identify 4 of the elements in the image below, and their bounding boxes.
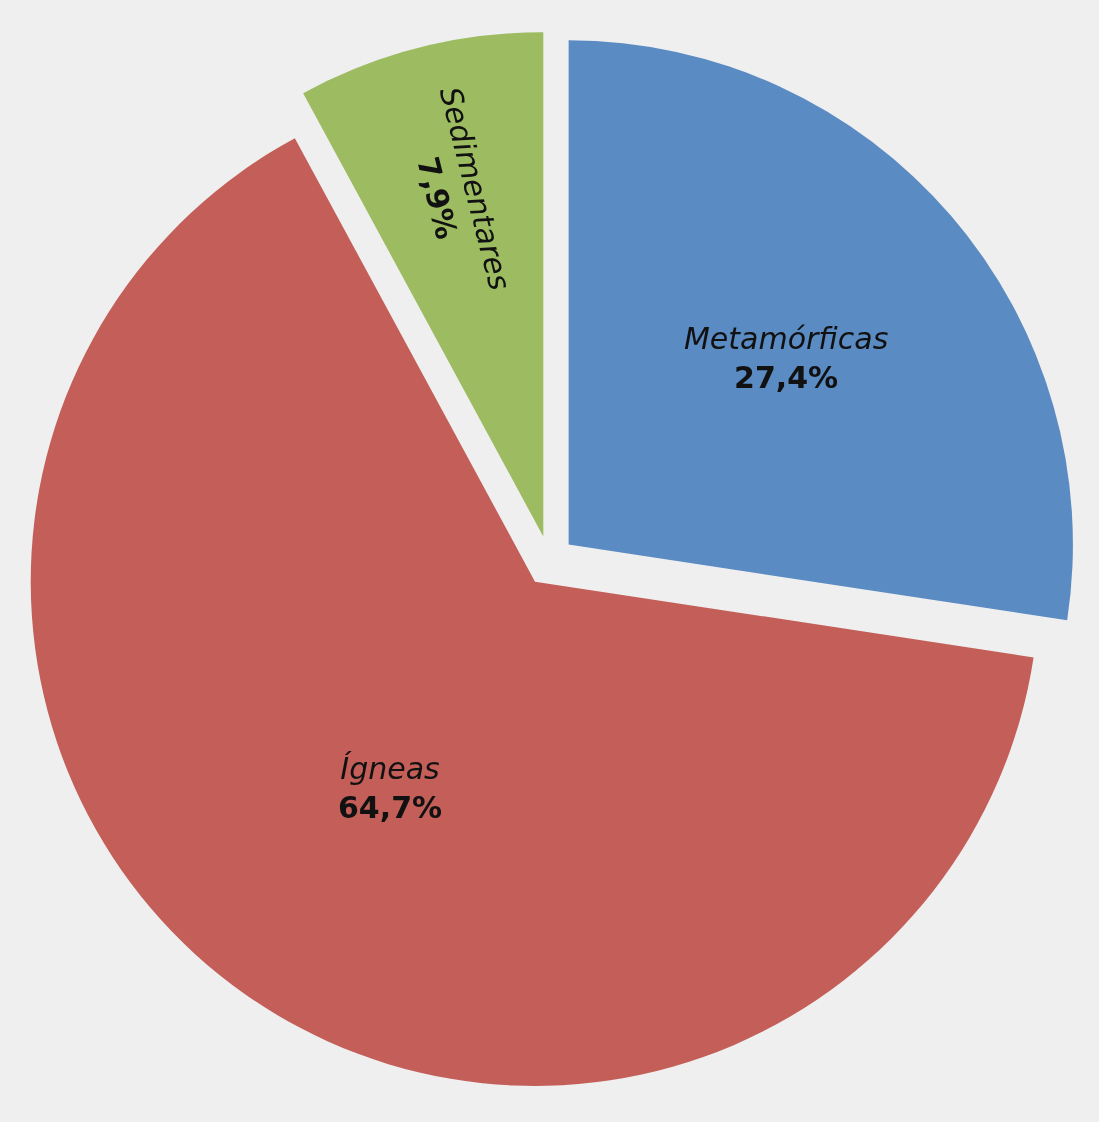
slice-label: Metamórficas bbox=[683, 320, 889, 356]
slice-label: Ígneas bbox=[340, 750, 440, 786]
data-label: 27,4% bbox=[734, 359, 839, 395]
data-label: 64,7% bbox=[337, 789, 443, 825]
